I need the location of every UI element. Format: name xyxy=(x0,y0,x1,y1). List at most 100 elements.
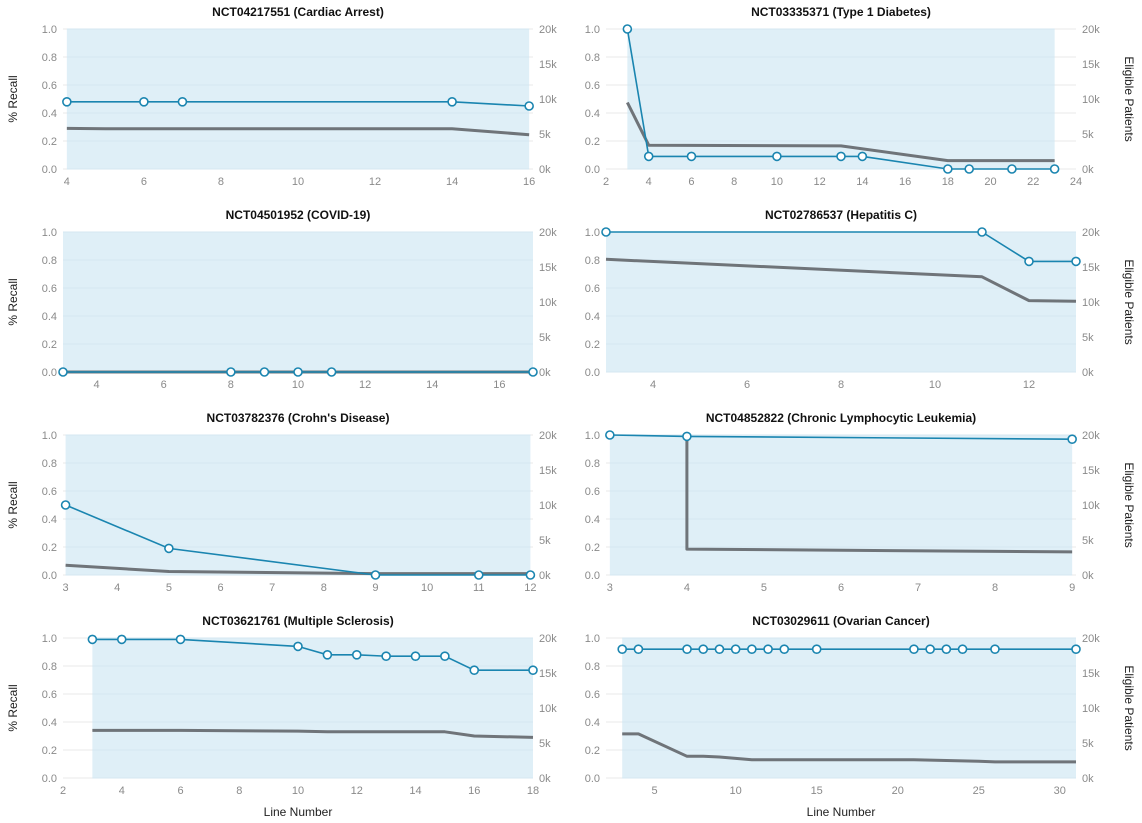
x-tick-label: 12 xyxy=(814,176,826,188)
y2-tick-label: 5k xyxy=(539,535,551,547)
recall-area xyxy=(627,29,1055,169)
y2-tick-label: 0k xyxy=(1082,367,1094,379)
panel-title: NCT03029611 (Ovarian Cancer) xyxy=(752,614,929,628)
recall-point xyxy=(698,644,709,655)
recall-point xyxy=(1007,164,1017,174)
patients-line xyxy=(626,101,1055,163)
right-y-axis-label: Eligible Patients xyxy=(1122,665,1136,750)
y2-tick-label: 20k xyxy=(539,430,557,442)
recall-point xyxy=(175,634,186,645)
y2-tick-label: 15k xyxy=(1082,668,1100,680)
y2-tick-label: 10k xyxy=(1082,94,1100,106)
recall-area xyxy=(609,435,1073,575)
y-tick-label: 0.0 xyxy=(42,773,57,785)
y-tick-label: 1.0 xyxy=(585,430,600,442)
x-tick-label: 5 xyxy=(652,785,658,797)
y-tick-label: 0.8 xyxy=(42,661,57,673)
panel-title: NCT03782376 (Crohn's Disease) xyxy=(207,411,390,425)
recall-point xyxy=(58,367,68,377)
recall-point xyxy=(447,97,457,107)
recall-point xyxy=(633,644,644,655)
x-tick-label: 30 xyxy=(1054,785,1066,797)
left-y-axis-label: % Recall xyxy=(6,481,20,528)
y2-tick-label: 5k xyxy=(1082,738,1094,750)
x-tick-label: 25 xyxy=(973,785,985,797)
left-y-axis-label: % Recall xyxy=(6,75,20,122)
recall-area xyxy=(622,638,1076,778)
recall-point xyxy=(177,97,188,107)
y-tick-label: 0.0 xyxy=(42,570,57,582)
y2-tick-label: 20k xyxy=(539,227,557,239)
y-tick-label: 0.2 xyxy=(585,339,600,351)
y2-tick-label: 10k xyxy=(539,94,557,106)
y2-tick-label: 5k xyxy=(1082,332,1094,344)
x-tick-label: 5 xyxy=(761,582,767,594)
x-tick-label: 14 xyxy=(446,176,458,188)
y2-tick-label: 10k xyxy=(1082,297,1100,309)
recall-point xyxy=(682,644,692,655)
right-y-axis-label: Eligible Patients xyxy=(1122,259,1136,344)
recall-point xyxy=(60,500,71,510)
y2-tick-label: 5k xyxy=(539,738,551,750)
panel-8: NCT03029611 (Ovarian Cancer) 0.0 0.2 0.4 0.6… xyxy=(585,614,1101,797)
recall-area xyxy=(63,232,533,372)
recall-point xyxy=(964,164,974,174)
x-tick-label: 22 xyxy=(1027,176,1039,188)
panel-title: NCT03335371 (Type 1 Diabetes) xyxy=(751,5,931,19)
x-tick-label: 15 xyxy=(811,785,823,797)
left-y-axis-label: % Recall xyxy=(6,684,20,731)
recall-point xyxy=(836,151,846,162)
x-tick-label: 8 xyxy=(838,379,844,391)
x-tick-label: 16 xyxy=(899,176,911,188)
recall-point xyxy=(714,644,725,655)
y-tick-label: 0.4 xyxy=(42,311,57,323)
panel-title: NCT03621761 (Multiple Sclerosis) xyxy=(202,614,393,628)
x-tick-label: 8 xyxy=(228,379,234,391)
y2-tick-label: 5k xyxy=(539,129,551,141)
y2-tick-label: 20k xyxy=(1082,24,1100,36)
y-tick-label: 0.0 xyxy=(42,164,57,176)
x-tick-label: 4 xyxy=(114,582,120,594)
y-tick-label: 1.0 xyxy=(42,430,57,442)
x-tick-label: 8 xyxy=(218,176,224,188)
recall-point xyxy=(440,651,450,662)
y2-tick-label: 0k xyxy=(539,164,551,176)
y-tick-label: 0.8 xyxy=(42,458,57,470)
x-tick-label: 12 xyxy=(524,582,536,594)
x-tick-label: 14 xyxy=(856,176,868,188)
x-tick-label: 16 xyxy=(523,176,535,188)
x-tick-label: 4 xyxy=(684,582,690,594)
y2-tick-label: 0k xyxy=(539,570,551,582)
y2-tick-label: 20k xyxy=(539,633,557,645)
recall-point xyxy=(473,570,484,580)
y-tick-label: 0.4 xyxy=(585,311,600,323)
recall-point xyxy=(763,644,773,655)
recall-point xyxy=(941,644,952,655)
y2-tick-label: 0k xyxy=(1082,164,1094,176)
panel-5: NCT03782376 (Crohn's Disease) 0.0 0.2 0.4 0.… xyxy=(42,411,558,594)
recall-line xyxy=(626,28,1055,170)
recall-point xyxy=(226,367,236,377)
x-tick-label: 8 xyxy=(236,785,242,797)
recall-point xyxy=(116,634,127,645)
y-tick-label: 0.6 xyxy=(42,80,57,92)
y-tick-label: 0.6 xyxy=(42,689,57,701)
panel-title: NCT04501952 (COVID-19) xyxy=(226,208,371,222)
patients-line xyxy=(622,732,1076,764)
x-tick-label: 9 xyxy=(372,582,378,594)
x-tick-label: 3 xyxy=(63,582,69,594)
patients-line xyxy=(65,563,531,576)
x-tick-label: 10 xyxy=(292,785,304,797)
y-tick-label: 1.0 xyxy=(42,227,57,239)
y2-tick-label: 0k xyxy=(1082,773,1094,785)
x-tick-label: 6 xyxy=(688,176,694,188)
y-tick-label: 0.4 xyxy=(42,108,57,120)
y2-tick-label: 10k xyxy=(539,500,557,512)
y-tick-label: 1.0 xyxy=(42,633,57,645)
y-tick-label: 1.0 xyxy=(585,24,600,36)
x-tick-label: 4 xyxy=(119,785,125,797)
x-tick-label: 6 xyxy=(141,176,147,188)
recall-point xyxy=(62,97,72,107)
y-tick-label: 0.8 xyxy=(585,255,600,267)
recall-point xyxy=(622,24,633,34)
